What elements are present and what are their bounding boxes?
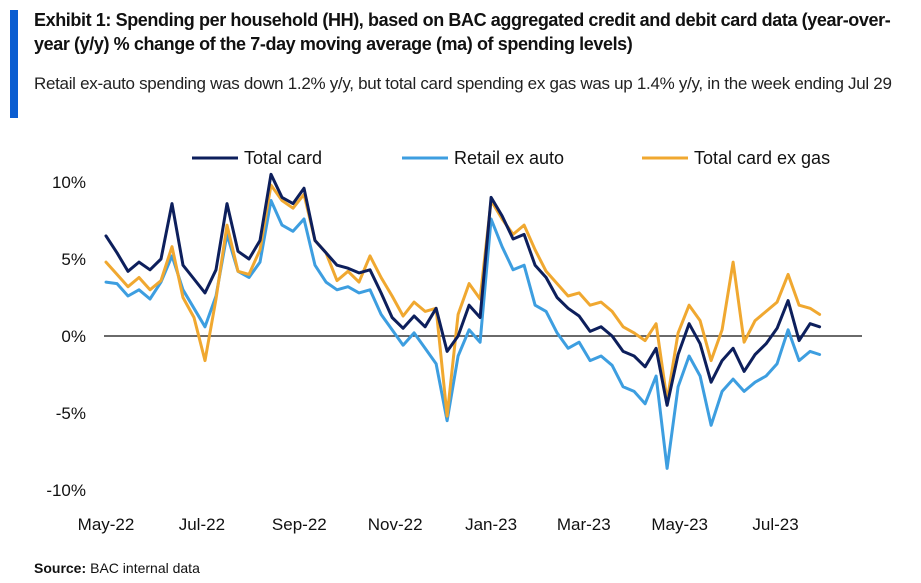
x-tick-label: Jul-23 bbox=[752, 515, 798, 534]
x-tick-label: Mar-23 bbox=[557, 515, 611, 534]
legend-item: Total card bbox=[192, 148, 322, 168]
x-tick-label: Jan-23 bbox=[465, 515, 517, 534]
accent-bar bbox=[10, 10, 18, 118]
x-tick-label: Sep-22 bbox=[272, 515, 327, 534]
y-tick-label: -5% bbox=[56, 404, 86, 423]
series-lines bbox=[104, 172, 822, 470]
source-note: Source: BAC internal data bbox=[34, 560, 200, 576]
x-tick-label: May-23 bbox=[651, 515, 708, 534]
source-text: BAC internal data bbox=[90, 560, 200, 576]
legend-label: Total card bbox=[244, 148, 322, 168]
exhibit-subtitle: Retail ex-auto spending was down 1.2% y/… bbox=[34, 74, 892, 93]
x-tick-label: May-22 bbox=[78, 515, 135, 534]
exhibit-title: Exhibit 1: Spending per household (HH), … bbox=[34, 10, 891, 54]
x-tick-label: Nov-22 bbox=[368, 515, 423, 534]
legend-item: Retail ex auto bbox=[402, 148, 564, 168]
y-tick-label: 5% bbox=[61, 250, 86, 269]
series-line-total-card bbox=[104, 172, 822, 407]
series-line-total-card-ex-gas bbox=[104, 183, 822, 418]
y-tick-label: -10% bbox=[46, 481, 86, 500]
series-line-retail-ex-auto bbox=[104, 199, 822, 470]
x-axis: May-22 Jul-22 Sep-22 Nov-22 Jan-23 Mar-23 May-… bbox=[78, 515, 799, 534]
line-chart: Total card Retail ex auto Total card ex ga… bbox=[46, 148, 862, 534]
legend-label: Total card ex gas bbox=[694, 148, 830, 168]
x-tick-label: Jul-22 bbox=[179, 515, 225, 534]
y-tick-label: 10% bbox=[52, 173, 86, 192]
y-axis: 10% 5% 0% -5% -10% bbox=[46, 173, 86, 500]
legend-item: Total card ex gas bbox=[642, 148, 830, 168]
source-label: Source: bbox=[34, 560, 87, 576]
y-tick-label: 0% bbox=[61, 327, 86, 346]
legend: Total card Retail ex auto Total card ex ga… bbox=[192, 148, 830, 168]
legend-label: Retail ex auto bbox=[454, 148, 564, 168]
